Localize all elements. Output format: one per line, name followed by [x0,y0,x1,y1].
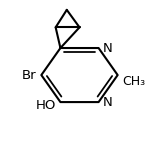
Text: CH₃: CH₃ [122,75,145,88]
Text: N: N [103,96,112,109]
Text: HO: HO [35,99,56,112]
Text: N: N [103,42,112,54]
Text: Br: Br [22,69,37,82]
